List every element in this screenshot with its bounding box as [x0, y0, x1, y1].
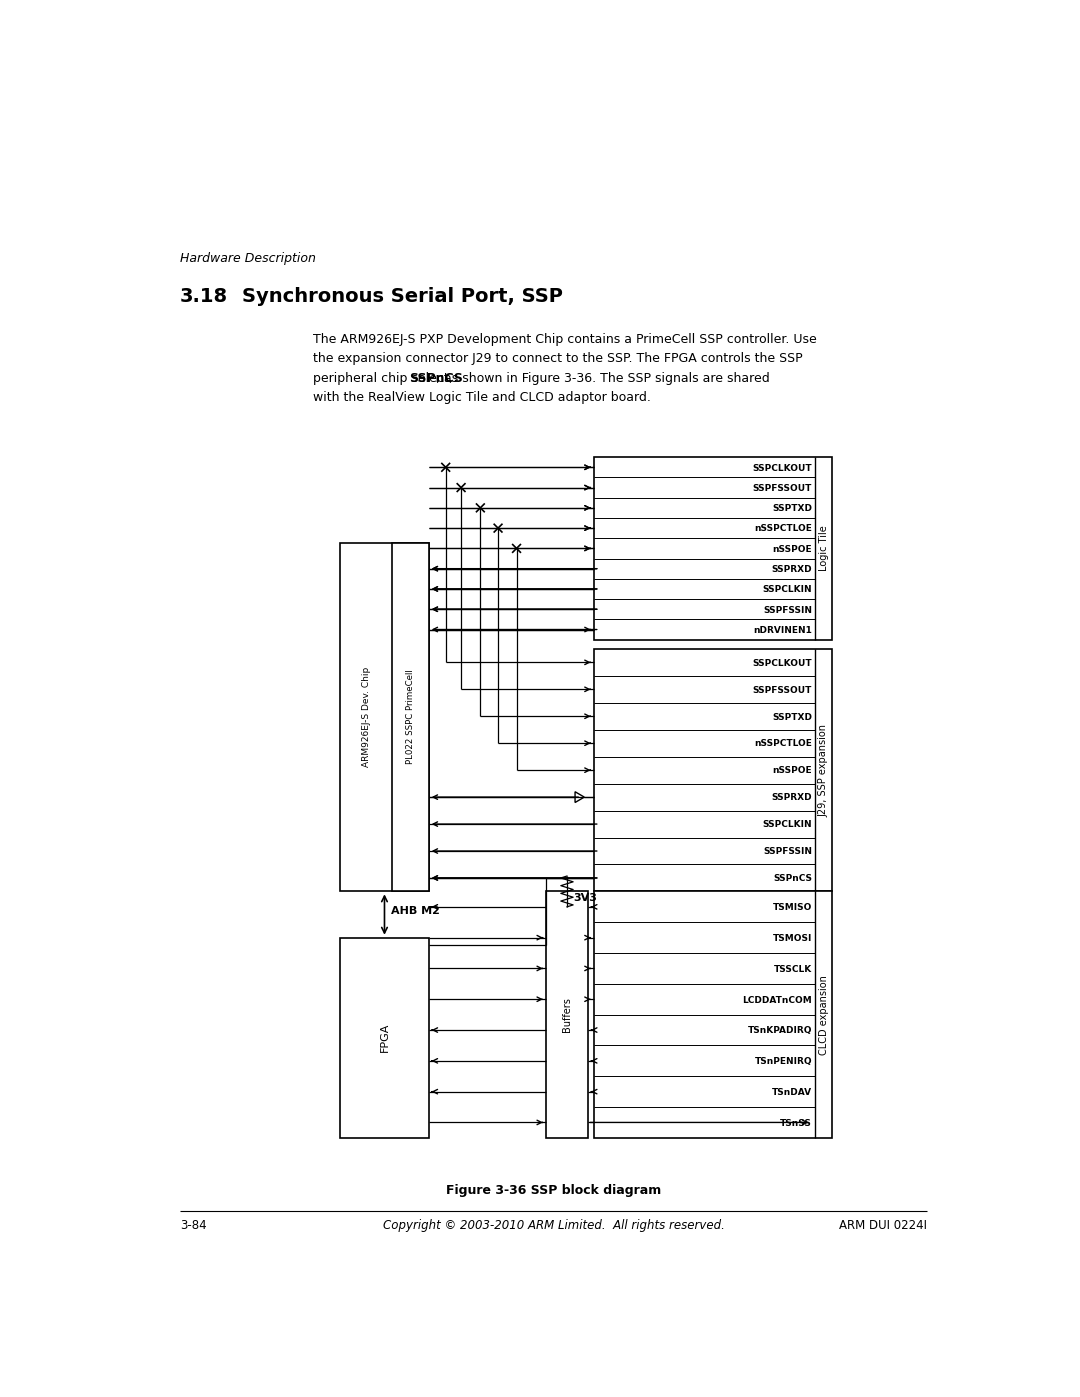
Text: Logic Tile: Logic Tile — [819, 525, 828, 571]
Text: peripheral chip select,: peripheral chip select, — [313, 372, 457, 384]
Text: SSPRXD: SSPRXD — [771, 564, 812, 574]
Text: Hardware Description: Hardware Description — [180, 253, 316, 265]
Text: CLCD expansion: CLCD expansion — [819, 975, 828, 1055]
Bar — [340, 937, 429, 1137]
Text: with the RealView Logic Tile and CLCD adaptor board.: with the RealView Logic Tile and CLCD ad… — [313, 391, 651, 404]
Text: SSPFSSIN: SSPFSSIN — [764, 605, 812, 615]
Text: The ARM926EJ-S PXP Development Chip contains a PrimeCell SSP controller. Use: The ARM926EJ-S PXP Development Chip cont… — [313, 334, 816, 346]
Text: SSPnCS: SSPnCS — [409, 372, 463, 384]
Text: SSPTXD: SSPTXD — [772, 712, 812, 721]
Text: Synchronous Serial Port, SSP: Synchronous Serial Port, SSP — [242, 286, 563, 306]
Text: TSMISO: TSMISO — [773, 902, 812, 912]
Text: LCDDATnCOM: LCDDATnCOM — [742, 996, 812, 1004]
Bar — [545, 891, 589, 1137]
Text: FPGA: FPGA — [379, 1023, 390, 1052]
Text: SSPFSSOUT: SSPFSSOUT — [753, 686, 812, 694]
Text: TSnSS: TSnSS — [781, 1119, 812, 1127]
Text: SSPnCS: SSPnCS — [773, 875, 812, 883]
Text: TSnDAV: TSnDAV — [772, 1088, 812, 1097]
Text: nSSPOE: nSSPOE — [772, 767, 812, 775]
Text: ARM DUI 0224I: ARM DUI 0224I — [839, 1218, 927, 1232]
Text: SSPCLKIN: SSPCLKIN — [762, 585, 812, 594]
Text: nSSPCTLOE: nSSPCTLOE — [754, 524, 812, 534]
Text: TSMOSI: TSMOSI — [773, 935, 812, 943]
Text: TSnKPADIRQ: TSnKPADIRQ — [747, 1027, 812, 1035]
Text: SSPRXD: SSPRXD — [771, 793, 812, 802]
Text: nDRVINEN1: nDRVINEN1 — [754, 626, 812, 634]
Bar — [340, 542, 429, 891]
Text: nSSPOE: nSSPOE — [772, 545, 812, 553]
Bar — [594, 891, 833, 1137]
Text: SSPCLKOUT: SSPCLKOUT — [753, 464, 812, 472]
Bar — [594, 457, 833, 640]
Polygon shape — [575, 792, 584, 802]
Text: SSPTXD: SSPTXD — [772, 504, 812, 513]
Text: SSPCLKOUT: SSPCLKOUT — [753, 658, 812, 668]
Text: , as shown in Figure 3-36. The SSP signals are shared: , as shown in Figure 3-36. The SSP signa… — [436, 372, 770, 384]
Text: AHB M2: AHB M2 — [391, 905, 440, 915]
Text: Figure 3-36 SSP block diagram: Figure 3-36 SSP block diagram — [446, 1185, 661, 1197]
Text: SSPCLKIN: SSPCLKIN — [762, 820, 812, 830]
Text: ARM926EJ-S Dev. Chip: ARM926EJ-S Dev. Chip — [362, 666, 370, 767]
Text: J29, SSP expansion: J29, SSP expansion — [819, 724, 828, 817]
Text: Copyright © 2003-2010 ARM Limited.  All rights reserved.: Copyright © 2003-2010 ARM Limited. All r… — [382, 1218, 725, 1232]
Text: 3-84: 3-84 — [180, 1218, 206, 1232]
Bar — [594, 648, 833, 891]
Text: TSnPENIRQ: TSnPENIRQ — [755, 1058, 812, 1066]
Text: 3V3: 3V3 — [573, 893, 597, 902]
Text: PL022 SSPC PrimeCell: PL022 SSPC PrimeCell — [406, 669, 415, 764]
Text: SSPFSSOUT: SSPFSSOUT — [753, 483, 812, 493]
Text: SSPFSSIN: SSPFSSIN — [764, 848, 812, 856]
Text: nSSPCTLOE: nSSPCTLOE — [754, 739, 812, 749]
Text: 3.18: 3.18 — [180, 286, 228, 306]
Text: TSSCLK: TSSCLK — [774, 965, 812, 974]
Bar — [392, 542, 429, 891]
Text: Buffers: Buffers — [562, 997, 572, 1032]
Text: the expansion connector J29 to connect to the SSP. The FPGA controls the SSP: the expansion connector J29 to connect t… — [313, 352, 802, 366]
